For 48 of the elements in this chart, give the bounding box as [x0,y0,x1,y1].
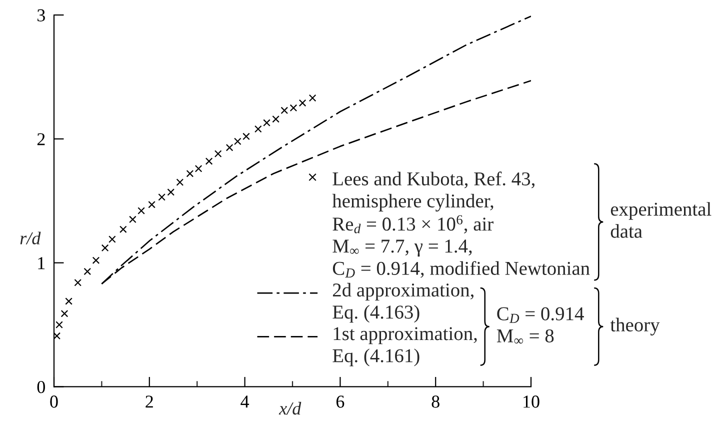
point [167,188,175,196]
point [272,115,280,123]
y-tick-label: 3 [38,9,45,22]
point [214,150,222,158]
x-tick-label: 6 [336,396,344,408]
y-axis-title: r/d [20,232,41,244]
point [60,310,68,318]
point [234,138,242,146]
point [74,278,82,286]
y-tick-label: 0 [37,380,45,394]
legend-label: 2d approximation, Eq. (4.163) [332,282,474,323]
point [54,332,61,340]
point [108,236,116,243]
x-tick-label: 0 [50,396,58,408]
y-tick-label: 2 [37,133,45,146]
point [84,268,92,276]
x-tick-label: 10 [524,396,540,408]
text: Lees and Kubota, Ref. 43, hemisphere cylinder, Re$_{d}$ = 0.13 × 10$^{6}$, air M$_{∞}$ = 7.7, γ = 1.4, C$_{D}$ = 0.914, modified Newtonian [332,172,590,278]
point [242,132,250,140]
point [65,298,72,305]
point [254,125,262,133]
point [290,104,298,112]
point [92,256,100,264]
point [120,226,127,234]
point [129,216,136,224]
point [205,158,213,165]
y-tick-label: 1 [38,257,45,270]
point [176,178,184,186]
x-tick-label: 8 [432,396,440,408]
point [308,94,316,102]
point [138,207,145,214]
point [263,119,270,126]
x-tick-label: 4 [240,396,250,408]
point [101,244,109,252]
x-tick-label: 2 [146,396,153,408]
text: theory [610,318,660,336]
point [148,200,156,208]
point [194,164,202,172]
point [280,106,288,114]
annotation: C$_{D}$ = 0.914 M$_{∞}$ = 8 [496,307,584,344]
point [158,193,166,201]
point [226,144,234,152]
x-axis-title: x/d [278,402,302,415]
text: experimental data [610,202,712,238]
point [298,99,306,107]
point [56,321,63,328]
legend-label: 1st approximation, Eq. (4.161) [332,327,477,366]
point [186,170,194,178]
